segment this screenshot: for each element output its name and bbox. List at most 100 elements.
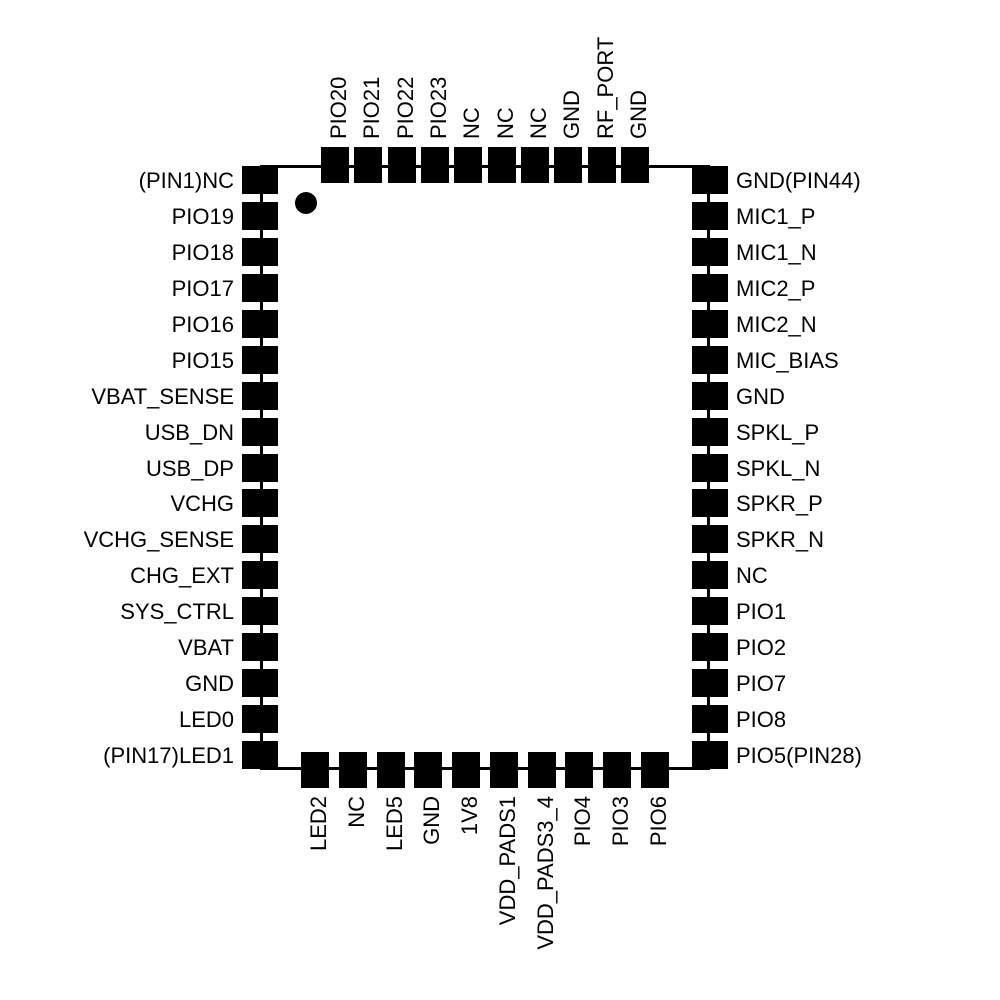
pin-label-left-12: SYS_CTRL (120, 599, 234, 625)
pin-left-15 (242, 705, 278, 733)
pin-label-left-7: USB_DN (145, 420, 234, 446)
chip-outline (260, 165, 710, 770)
pin-bottom-3 (414, 752, 442, 788)
pin-right-10 (692, 525, 728, 553)
pin-label-right-2: MIC1_N (736, 240, 817, 266)
pin-right-5 (692, 346, 728, 374)
pin-top-5 (488, 147, 516, 183)
pin-label-top-8: RF_PORT (593, 37, 619, 139)
pin-label-top-0: PIO20 (326, 77, 352, 139)
pin-bottom-4 (452, 752, 480, 788)
pin-label-bottom-8: PIO3 (608, 796, 634, 846)
pin-bottom-5 (490, 752, 518, 788)
pin-left-4 (242, 310, 278, 338)
pin-label-right-12: PIO1 (736, 599, 786, 625)
pin-label-top-7: GND (559, 90, 585, 139)
pin-label-right-3: MIC2_P (736, 276, 815, 302)
pin-label-top-1: PIO21 (359, 77, 385, 139)
pin-top-3 (421, 147, 449, 183)
pin1-dot (295, 192, 317, 214)
pin-label-bottom-7: PIO4 (570, 796, 596, 846)
pin-label-left-5: PIO15 (172, 348, 234, 374)
pin-label-left-11: CHG_EXT (130, 563, 234, 589)
pin-top-2 (388, 147, 416, 183)
pin-label-bottom-2: LED5 (382, 796, 408, 851)
pin-right-6 (692, 382, 728, 410)
pin-label-right-14: PIO7 (736, 671, 786, 697)
pin-label-top-6: NC (526, 107, 552, 139)
pin-label-right-9: SPKR_P (736, 491, 823, 517)
pin-left-14 (242, 669, 278, 697)
pin-label-right-7: SPKL_P (736, 420, 819, 446)
pin-right-7 (692, 418, 728, 446)
pin-right-9 (692, 489, 728, 517)
pin-right-3 (692, 274, 728, 302)
pin-label-left-1: PIO19 (172, 204, 234, 230)
pin-left-16 (242, 741, 278, 769)
pin-top-6 (521, 147, 549, 183)
pin-right-0 (692, 166, 728, 194)
pin-top-4 (454, 147, 482, 183)
pin-right-16 (692, 741, 728, 769)
pin-top-9 (621, 147, 649, 183)
pin-left-2 (242, 238, 278, 266)
pin-left-1 (242, 202, 278, 230)
pin-label-top-2: PIO22 (393, 77, 419, 139)
pin-label-top-5: NC (493, 107, 519, 139)
pin-right-2 (692, 238, 728, 266)
pin-right-14 (692, 669, 728, 697)
pin-top-0 (321, 147, 349, 183)
pin-label-left-14: GND (185, 671, 234, 697)
pin-right-4 (692, 310, 728, 338)
pin-label-right-11: NC (736, 563, 768, 589)
pin-bottom-0 (301, 752, 329, 788)
pin-label-left-2: PIO18 (172, 240, 234, 266)
pin-label-bottom-1: NC (344, 796, 370, 828)
pin-left-12 (242, 597, 278, 625)
pin-top-1 (354, 147, 382, 183)
pin-label-right-13: PIO2 (736, 635, 786, 661)
pin-label-bottom-4: 1V8 (457, 796, 483, 835)
pin-label-left-16: (PIN17)LED1 (103, 743, 234, 769)
pin-bottom-6 (528, 752, 556, 788)
pin-label-left-13: VBAT (178, 635, 234, 661)
pin-label-right-5: MIC_BIAS (736, 348, 839, 374)
pin-left-10 (242, 525, 278, 553)
pin-label-left-6: VBAT_SENSE (91, 384, 234, 410)
pin-right-1 (692, 202, 728, 230)
pin-label-right-15: PIO8 (736, 707, 786, 733)
pin-label-right-1: MIC1_P (736, 204, 815, 230)
pin-left-9 (242, 489, 278, 517)
pin-label-top-4: NC (459, 107, 485, 139)
pin-left-13 (242, 633, 278, 661)
pin-left-7 (242, 418, 278, 446)
pin-left-5 (242, 346, 278, 374)
pin-left-0 (242, 166, 278, 194)
pin-label-left-15: LED0 (179, 707, 234, 733)
pin-label-left-4: PIO16 (172, 312, 234, 338)
pin-right-11 (692, 561, 728, 589)
pin-label-left-8: USB_DP (146, 456, 234, 482)
pin-right-12 (692, 597, 728, 625)
pin-label-left-3: PIO17 (172, 276, 234, 302)
pin-top-8 (588, 147, 616, 183)
pin-label-bottom-9: PIO6 (646, 796, 672, 846)
pin-bottom-1 (339, 752, 367, 788)
pin-top-7 (554, 147, 582, 183)
pin-left-11 (242, 561, 278, 589)
pin-label-right-6: GND (736, 384, 785, 410)
pin-label-left-9: VCHG (170, 491, 234, 517)
pin-bottom-8 (603, 752, 631, 788)
pin-label-bottom-6: VDD_PADS3_4 (533, 796, 559, 950)
pin-right-8 (692, 454, 728, 482)
pin-bottom-7 (565, 752, 593, 788)
pin-label-bottom-3: GND (419, 796, 445, 845)
pin-label-bottom-0: LED2 (306, 796, 332, 851)
pin-label-right-10: SPKR_N (736, 527, 824, 553)
pin-label-right-8: SPKL_N (736, 456, 820, 482)
pin-left-3 (242, 274, 278, 302)
pin-left-8 (242, 454, 278, 482)
pin-label-left-10: VCHG_SENSE (84, 527, 234, 553)
pin-label-right-0: GND(PIN44) (736, 168, 861, 194)
pin-label-right-4: MIC2_N (736, 312, 817, 338)
